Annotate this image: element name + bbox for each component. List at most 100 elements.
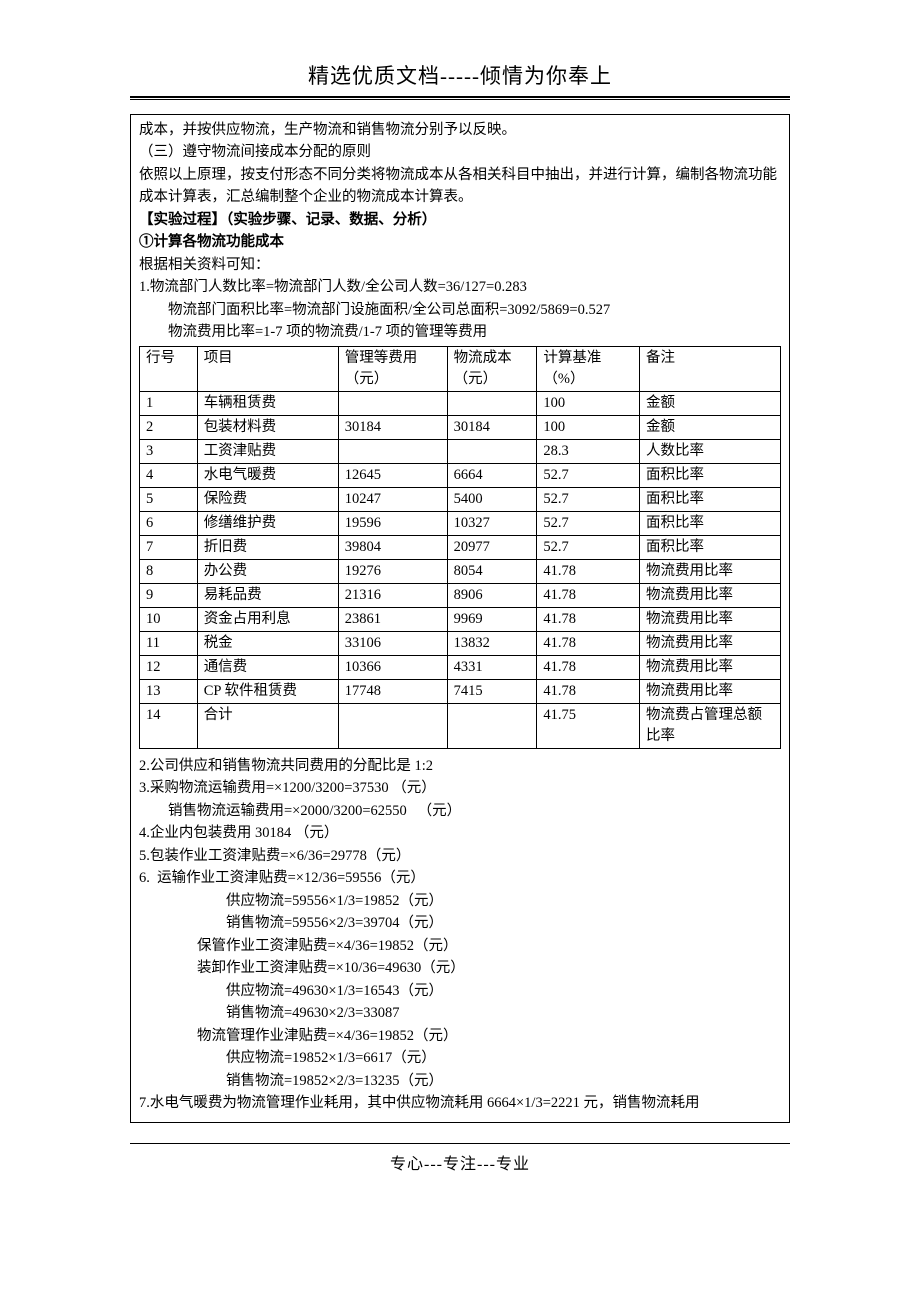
after-l6: 6. 运输作业工资津贴费=×12/36=59556（元） bbox=[139, 867, 781, 889]
cell-mgmt-fee: 21316 bbox=[338, 583, 447, 607]
cell-remark: 物流费用比率 bbox=[639, 631, 780, 655]
cell-calc-basis: 41.78 bbox=[537, 679, 640, 703]
cell-logistics-cost: 9969 bbox=[447, 607, 537, 631]
table-row: 12通信费10366433141.78物流费用比率 bbox=[140, 655, 781, 679]
cell-remark: 金额 bbox=[639, 391, 780, 415]
cell-rownum: 2 bbox=[140, 415, 198, 439]
header-mgmt-fee: 管理等费用（元） bbox=[338, 346, 447, 391]
cell-mgmt-fee: 12645 bbox=[338, 463, 447, 487]
table-row: 13CP 软件租赁费17748741541.78物流费用比率 bbox=[140, 679, 781, 703]
cell-rownum: 8 bbox=[140, 559, 198, 583]
cell-calc-basis: 28.3 bbox=[537, 439, 640, 463]
cell-rownum: 5 bbox=[140, 487, 198, 511]
header-rownum: 行号 bbox=[140, 346, 198, 391]
cell-calc-basis: 52.7 bbox=[537, 511, 640, 535]
cell-calc-basis: 41.75 bbox=[537, 703, 640, 748]
table-row: 4水电气暖费12645666452.7面积比率 bbox=[140, 463, 781, 487]
cell-remark: 面积比率 bbox=[639, 511, 780, 535]
content-box: 成本，并按供应物流，生产物流和销售物流分别予以反映。 （三）遵守物流间接成本分配… bbox=[130, 114, 790, 1123]
cell-mgmt-fee: 10247 bbox=[338, 487, 447, 511]
calc-ratio-people: 1.物流部门人数比率=物流部门人数/全公司人数=36/127=0.283 bbox=[139, 276, 781, 298]
cell-logistics-cost: 13832 bbox=[447, 631, 537, 655]
cell-mgmt-fee bbox=[338, 703, 447, 748]
after-l6b: 销售物流=59556×2/3=39704（元） bbox=[139, 912, 781, 934]
cell-rownum: 9 bbox=[140, 583, 198, 607]
cell-logistics-cost: 8906 bbox=[447, 583, 537, 607]
cell-rownum: 1 bbox=[140, 391, 198, 415]
cell-logistics-cost: 4331 bbox=[447, 655, 537, 679]
cell-remark: 物流费用比率 bbox=[639, 607, 780, 631]
cell-mgmt-fee bbox=[338, 391, 447, 415]
after-l3: 3.采购物流运输费用=×1200/3200=37530 （元） bbox=[139, 777, 781, 799]
cell-item: 合计 bbox=[197, 703, 338, 748]
after-l3b: 销售物流运输费用=×2000/3200=62550 （元） bbox=[139, 800, 781, 822]
table-row: 8办公费19276805441.78物流费用比率 bbox=[140, 559, 781, 583]
cell-mgmt-fee: 39804 bbox=[338, 535, 447, 559]
experiment-process-heading: 【实验过程】（实验步骤、记录、数据、分析） bbox=[139, 209, 781, 231]
cell-remark: 物流费用比率 bbox=[639, 559, 780, 583]
cell-mgmt-fee: 17748 bbox=[338, 679, 447, 703]
table-row: 2包装材料费3018430184100金额 bbox=[140, 415, 781, 439]
calc-ratio-area: 物流部门面积比率=物流部门设施面积/全公司总面积=3092/5869=0.527 bbox=[139, 299, 781, 321]
table-row: 6修缮维护费195961032752.7面积比率 bbox=[140, 511, 781, 535]
cell-calc-basis: 41.78 bbox=[537, 583, 640, 607]
after-l6f: 销售物流=49630×2/3=33087 bbox=[139, 1002, 781, 1024]
cell-mgmt-fee bbox=[338, 439, 447, 463]
header-item: 项目 bbox=[197, 346, 338, 391]
cell-logistics-cost bbox=[447, 703, 537, 748]
table-row: 5保险费10247540052.7面积比率 bbox=[140, 487, 781, 511]
cell-remark: 面积比率 bbox=[639, 487, 780, 511]
cell-rownum: 4 bbox=[140, 463, 198, 487]
page-header-title: 精选优质文档-----倾情为你奉上 bbox=[130, 60, 790, 90]
basis-intro: 根据相关资料可知： bbox=[139, 254, 781, 276]
cell-calc-basis: 41.78 bbox=[537, 607, 640, 631]
after-l5: 5.包装作业工资津贴费=×6/36=29778（元） bbox=[139, 845, 781, 867]
after-l6d: 装卸作业工资津贴费=×10/36=49630（元） bbox=[139, 957, 781, 979]
cell-rownum: 10 bbox=[140, 607, 198, 631]
table-row: 1车辆租赁费 100金额 bbox=[140, 391, 781, 415]
cell-mgmt-fee: 19596 bbox=[338, 511, 447, 535]
table-header-row: 行号项目管理等费用（元）物流成本（元）计算基准（%）备注 bbox=[140, 346, 781, 391]
cell-remark: 面积比率 bbox=[639, 535, 780, 559]
intro-line-1: 成本，并按供应物流，生产物流和销售物流分别予以反映。 bbox=[139, 119, 781, 141]
after-l6c: 保管作业工资津贴费=×4/36=19852（元） bbox=[139, 935, 781, 957]
intro-line-3: 依照以上原理，按支付形态不同分类将物流成本从各相关科目中抽出，并进行计算，编制各… bbox=[139, 164, 781, 209]
cell-logistics-cost: 30184 bbox=[447, 415, 537, 439]
cell-remark: 物流费用比率 bbox=[639, 679, 780, 703]
cell-logistics-cost: 8054 bbox=[447, 559, 537, 583]
cell-item: 工资津贴费 bbox=[197, 439, 338, 463]
cell-item: 车辆租赁费 bbox=[197, 391, 338, 415]
cell-calc-basis: 100 bbox=[537, 415, 640, 439]
cell-remark: 物流费占管理总额比率 bbox=[639, 703, 780, 748]
step1-title: ①计算各物流功能成本 bbox=[139, 231, 781, 253]
cell-remark: 金额 bbox=[639, 415, 780, 439]
cell-mgmt-fee: 30184 bbox=[338, 415, 447, 439]
cell-rownum: 11 bbox=[140, 631, 198, 655]
table-row: 3工资津贴费28.3人数比率 bbox=[140, 439, 781, 463]
table-row: 7折旧费398042097752.7面积比率 bbox=[140, 535, 781, 559]
cell-calc-basis: 100 bbox=[537, 391, 640, 415]
cell-remark: 物流费用比率 bbox=[639, 655, 780, 679]
table-row: 9易耗品费21316890641.78物流费用比率 bbox=[140, 583, 781, 607]
cell-logistics-cost: 6664 bbox=[447, 463, 537, 487]
document-page: 精选优质文档-----倾情为你奉上 成本，并按供应物流，生产物流和销售物流分别予… bbox=[0, 0, 920, 1214]
table-row: 14合计41.75物流费占管理总额比率 bbox=[140, 703, 781, 748]
cell-logistics-cost bbox=[447, 391, 537, 415]
header-logistics-cost: 物流成本（元） bbox=[447, 346, 537, 391]
cell-mgmt-fee: 23861 bbox=[338, 607, 447, 631]
table-row: 10资金占用利息23861996941.78物流费用比率 bbox=[140, 607, 781, 631]
after-l6h: 供应物流=19852×1/3=6617（元） bbox=[139, 1047, 781, 1069]
cell-logistics-cost: 5400 bbox=[447, 487, 537, 511]
cell-mgmt-fee: 19276 bbox=[338, 559, 447, 583]
cell-rownum: 6 bbox=[140, 511, 198, 535]
cell-mgmt-fee: 33106 bbox=[338, 631, 447, 655]
cell-calc-basis: 52.7 bbox=[537, 463, 640, 487]
intro-line-2: （三）遵守物流间接成本分配的原则 bbox=[139, 141, 781, 163]
cell-rownum: 12 bbox=[140, 655, 198, 679]
cell-rownum: 3 bbox=[140, 439, 198, 463]
cell-calc-basis: 41.78 bbox=[537, 655, 640, 679]
cell-logistics-cost bbox=[447, 439, 537, 463]
cell-calc-basis: 41.78 bbox=[537, 559, 640, 583]
footer-divider bbox=[130, 1143, 790, 1144]
cell-rownum: 7 bbox=[140, 535, 198, 559]
